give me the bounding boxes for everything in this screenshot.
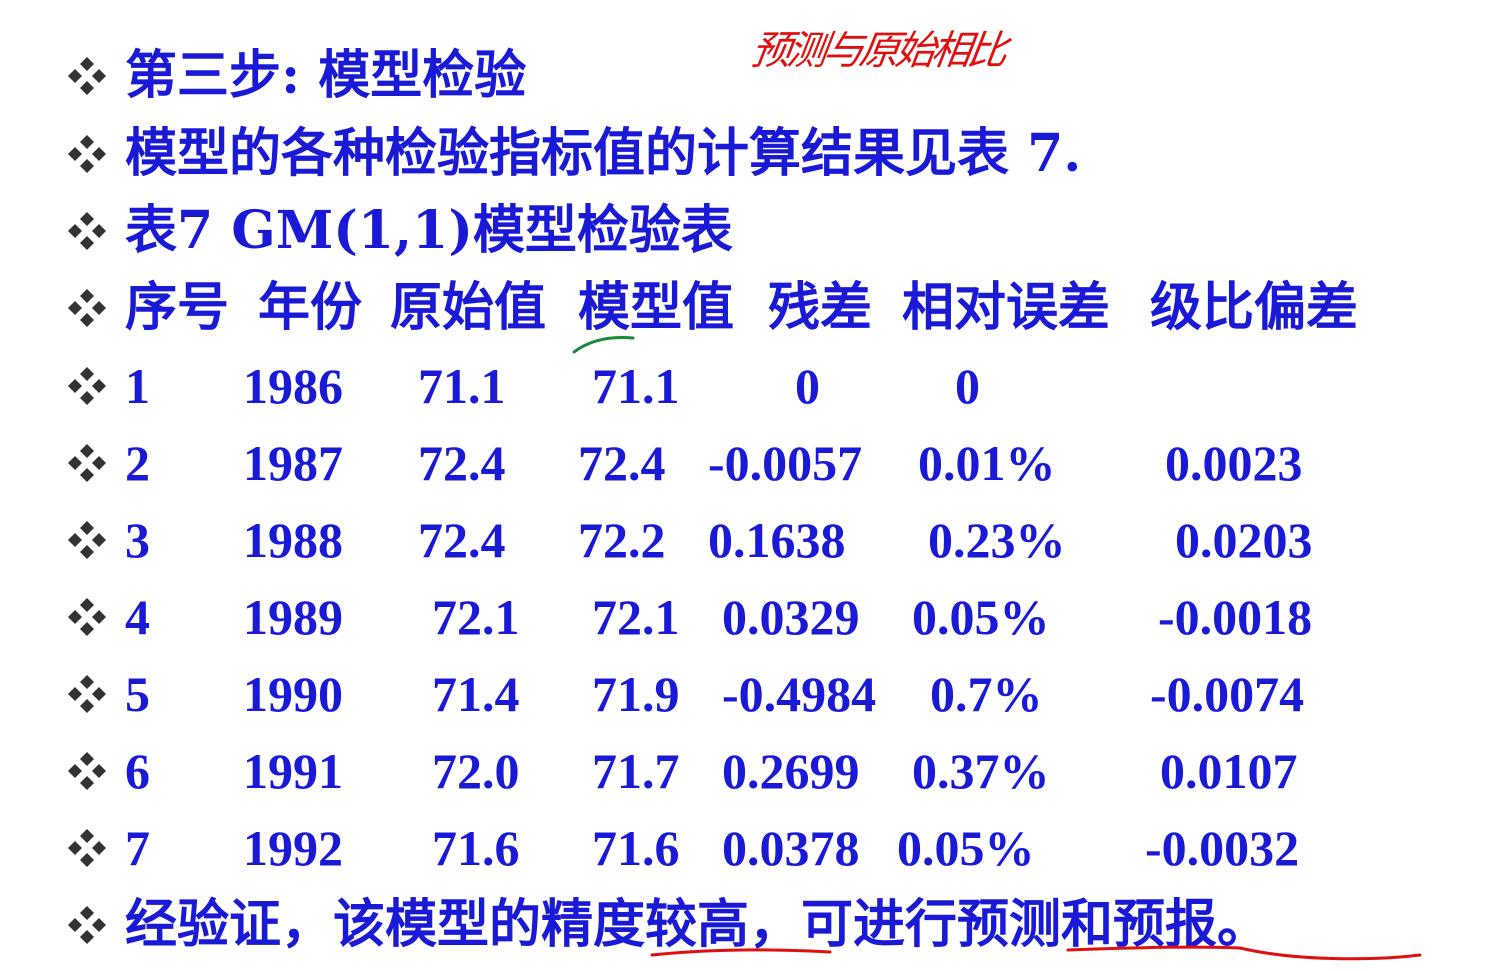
cell-relative-error: 0.05% — [897, 820, 1035, 876]
diamond-cluster-icon — [68, 752, 106, 790]
cell-model: 71.9 — [592, 666, 680, 722]
bullet-line-results: 模型的各种检验指标值的计算结果见表 7. — [0, 118, 1511, 190]
cell-original: 71.1 — [418, 358, 506, 414]
cell-original: 71.4 — [432, 666, 520, 722]
cell-ratio-deviation: 0.0107 — [1160, 743, 1298, 799]
table-header-row: 序号 年份 原始值 模型值 残差 相对误差 级比偏差 — [0, 272, 1511, 344]
cell-residual: -0.4984 — [722, 666, 877, 722]
cell-model: 72.1 — [592, 589, 680, 645]
header-year: 年份 — [258, 277, 363, 338]
cell-index: 7 — [125, 820, 150, 876]
line-text: 第三步: 模型检验 — [125, 45, 527, 106]
cell-model: 71.7 — [592, 743, 680, 799]
cell-index: 2 — [125, 435, 150, 491]
cell-relative-error: 0.23% — [928, 512, 1066, 568]
cell-relative-error: 0.01% — [918, 435, 1056, 491]
table-row: 5 1990 71.4 71.9 -0.4984 0.7% -0.0074 — [0, 658, 1511, 730]
diamond-cluster-icon — [68, 675, 106, 713]
bullet-line-conclusion: 经验证，该模型的精度较高，可进行预测和预报。 — [0, 889, 1511, 961]
cell-index: 3 — [125, 512, 150, 568]
diamond-cluster-icon — [68, 57, 106, 95]
cell-residual: 0.2699 — [722, 743, 860, 799]
header-relative-error: 相对误差 — [902, 277, 1111, 338]
diamond-cluster-icon — [68, 289, 106, 327]
table-row: 1 1986 71.1 71.1 0 0 — [0, 350, 1511, 422]
diamond-cluster-icon — [68, 135, 106, 173]
cell-relative-error: 0 — [955, 358, 980, 414]
cell-model: 71.1 — [592, 358, 680, 414]
diamond-cluster-icon — [68, 829, 106, 867]
bullet-line-step3: 第三步: 模型检验 — [0, 40, 1511, 112]
cell-model: 71.6 — [592, 820, 680, 876]
cell-model: 72.2 — [578, 512, 666, 568]
cell-year: 1987 — [243, 435, 343, 491]
cell-residual: 0.1638 — [708, 512, 846, 568]
header-ratio-deviation: 级比偏差 — [1150, 277, 1359, 338]
table-row: 4 1989 72.1 72.1 0.0329 0.05% -0.0018 — [0, 581, 1511, 653]
cell-year: 1992 — [243, 820, 343, 876]
cell-original: 72.0 — [432, 743, 520, 799]
diamond-cluster-icon — [68, 367, 106, 405]
table-row: 2 1987 72.4 72.4 -0.0057 0.01% 0.0023 — [0, 427, 1511, 499]
cell-year: 1990 — [243, 666, 343, 722]
cell-residual: 0.0378 — [722, 820, 860, 876]
conclusion-text: 经验证，该模型的精度较高，可进行预测和预报。 — [125, 894, 1270, 955]
cell-residual: 0 — [795, 358, 820, 414]
cell-year: 1991 — [243, 743, 343, 799]
diamond-cluster-icon — [68, 598, 106, 636]
cell-index: 6 — [125, 743, 150, 799]
cell-ratio-deviation: 0.0203 — [1175, 512, 1313, 568]
header-index: 序号 — [125, 277, 230, 338]
cell-model: 72.4 — [578, 435, 666, 491]
cell-residual: 0.0329 — [722, 589, 860, 645]
cell-relative-error: 0.37% — [912, 743, 1050, 799]
table-row: 3 1988 72.4 72.2 0.1638 0.23% 0.0203 — [0, 504, 1511, 576]
cell-original: 72.4 — [418, 512, 506, 568]
cell-original: 71.6 — [432, 820, 520, 876]
table-row: 6 1991 72.0 71.7 0.2699 0.37% 0.0107 — [0, 735, 1511, 807]
cell-ratio-deviation: -0.0074 — [1150, 666, 1305, 722]
diamond-cluster-icon — [68, 444, 106, 482]
diamond-cluster-icon — [68, 212, 106, 250]
cell-year: 1986 — [243, 358, 343, 414]
cell-index: 1 — [125, 358, 150, 414]
diamond-cluster-icon — [68, 906, 106, 944]
cell-relative-error: 0.7% — [930, 666, 1043, 722]
cell-original: 72.1 — [432, 589, 520, 645]
table-title: 表7 GM(1,1)模型检验表 — [125, 200, 733, 261]
cell-residual: -0.0057 — [708, 435, 863, 491]
cell-ratio-deviation: -0.0018 — [1158, 589, 1313, 645]
cell-relative-error: 0.05% — [912, 589, 1050, 645]
table-row: 7 1992 71.6 71.6 0.0378 0.05% -0.0032 — [0, 812, 1511, 884]
header-residual: 残差 — [768, 277, 873, 338]
cell-year: 1989 — [243, 589, 343, 645]
cell-index: 5 — [125, 666, 150, 722]
cell-year: 1988 — [243, 512, 343, 568]
diamond-cluster-icon — [68, 521, 106, 559]
header-original: 原始值 — [390, 277, 547, 338]
line-text: 模型的各种检验指标值的计算结果见表 7. — [125, 123, 1082, 184]
cell-original: 72.4 — [418, 435, 506, 491]
cell-ratio-deviation: -0.0032 — [1145, 820, 1300, 876]
header-model: 模型值 — [578, 277, 735, 338]
cell-ratio-deviation: 0.0023 — [1165, 435, 1303, 491]
cell-index: 4 — [125, 589, 150, 645]
bullet-line-table-title: 表7 GM(1,1)模型检验表 — [0, 195, 1511, 267]
